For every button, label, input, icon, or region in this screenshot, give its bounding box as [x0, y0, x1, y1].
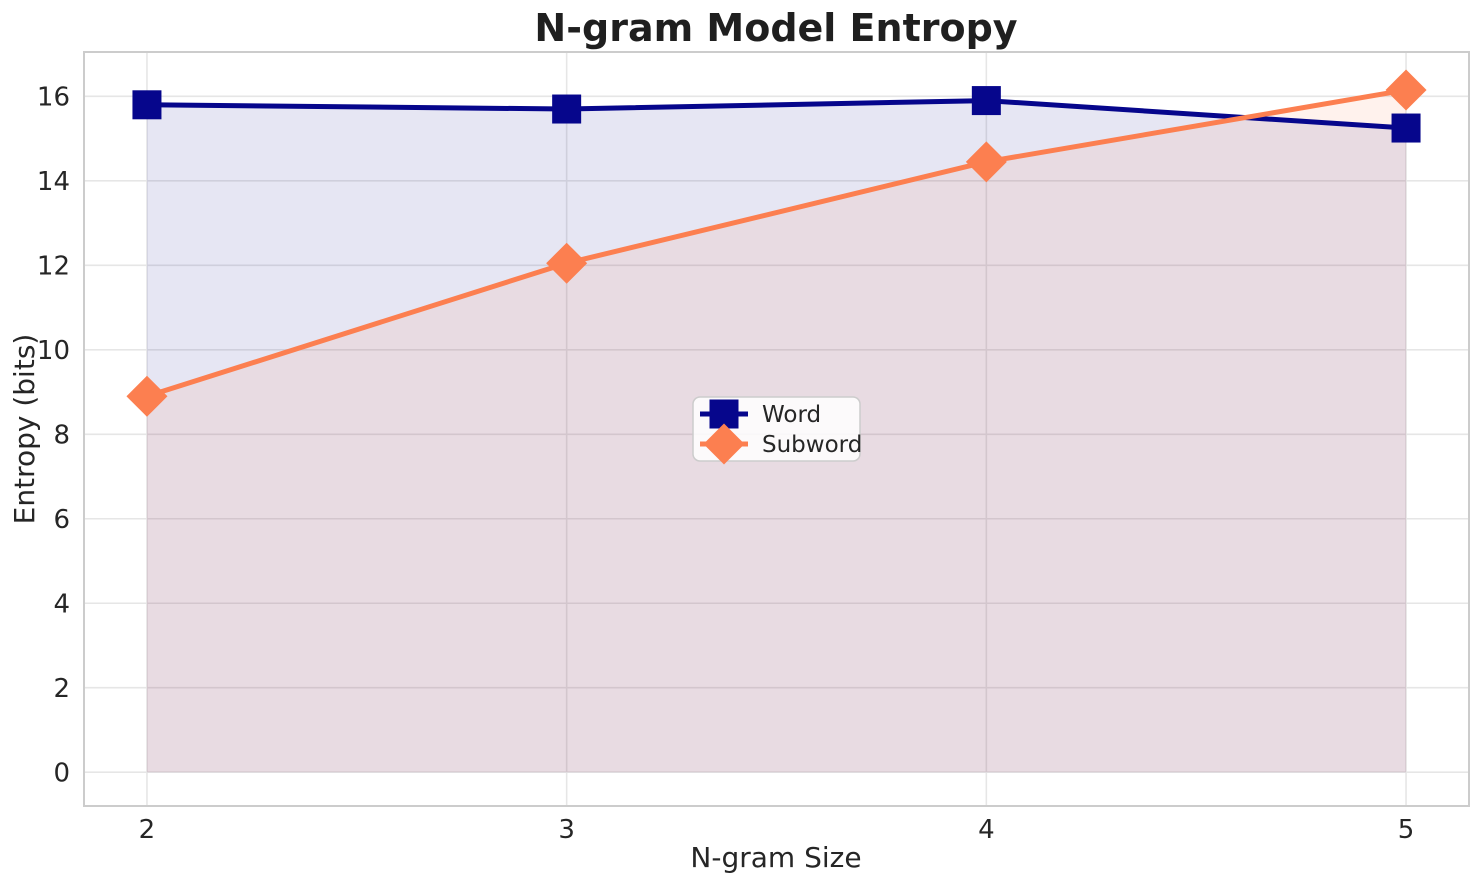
y-tick-label: 2 [53, 674, 70, 704]
legend-label-subword: Subword [762, 432, 862, 458]
y-tick-label: 4 [53, 589, 70, 619]
y-axis-label: Entropy (bits) [8, 334, 41, 525]
y-tick-label: 6 [53, 505, 70, 535]
y-tick-label: 10 [37, 336, 70, 366]
y-tick-label: 8 [53, 420, 70, 450]
x-tick-label: 3 [558, 815, 575, 845]
y-tick-label: 16 [37, 82, 70, 112]
marker-word [552, 94, 582, 124]
tick-layer: 0 2 4 6 8 10 12 14 16 2 3 4 5 [37, 82, 1414, 845]
line-subword [144, 87, 1409, 399]
y-tick-label: 14 [37, 167, 70, 197]
marker-word [132, 90, 162, 120]
x-tick-label: 5 [1398, 815, 1415, 845]
x-tick-label: 4 [978, 815, 995, 845]
line-word [144, 98, 1409, 131]
marker-word [971, 86, 1001, 116]
marker-subword [965, 141, 1007, 183]
chart-title: N-gram Model Entropy [534, 6, 1017, 50]
marker-word [1391, 113, 1421, 143]
y-tick-label: 0 [53, 758, 70, 788]
marker-subword [126, 375, 168, 417]
x-axis-label: N-gram Size [690, 841, 861, 874]
y-tick-label: 12 [37, 251, 70, 281]
spine-layer [83, 51, 1470, 807]
x-tick-label: 2 [139, 815, 156, 845]
plot-border [83, 51, 1470, 807]
legend-marker-subword [703, 423, 745, 465]
legend: Word Subword [692, 396, 862, 465]
series-layer [126, 69, 1427, 417]
legend-label-word: Word [762, 402, 821, 428]
